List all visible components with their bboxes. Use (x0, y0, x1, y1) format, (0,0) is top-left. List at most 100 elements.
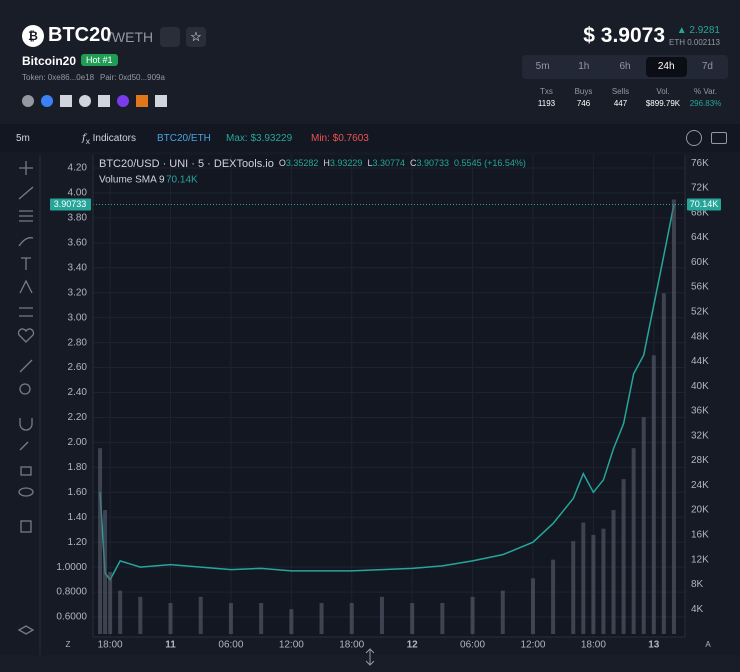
y2-tick-label: 32K (691, 430, 709, 441)
stat: Buys 746 (565, 87, 602, 108)
stat-label: Txs (540, 87, 553, 96)
stat-value: $899.79K (645, 99, 681, 108)
pair: /WETH (108, 29, 154, 45)
stats: Txs 1193 Buys 746 Sells 447 Vol. $899.79K % Var.… (528, 87, 724, 108)
y-tick-label: 2.20 (68, 412, 88, 423)
interval-button[interactable]: 5m (16, 133, 30, 144)
y-tick-label: 0.8000 (56, 587, 87, 598)
indicators-button[interactable]: fx Indicators (82, 133, 137, 146)
ohlc-value: 3.30774 (372, 158, 405, 168)
stat-label: Buys (574, 87, 593, 96)
volume-bar (228, 603, 233, 634)
volume-value: 70.14K (166, 175, 198, 186)
stat: Vol. $899.79K (639, 87, 687, 108)
y-tick-label: 3.40 (68, 262, 88, 273)
resize-handle[interactable] (365, 648, 375, 666)
pair-address[interactable]: Pair: 0xd50...909a (100, 73, 165, 82)
drawing-tools[interactable] (17, 161, 35, 635)
volume-label: Volume SMA 9 (99, 175, 165, 186)
y-tick-label: 2.40 (68, 387, 88, 398)
link-icon[interactable] (136, 95, 148, 107)
last-price-tag (50, 198, 91, 211)
x-tick-label: 18:00 (339, 640, 364, 651)
last-volume-tag (687, 198, 721, 211)
ohlc-key: O (279, 158, 286, 168)
last-price-label: 3.90733 (54, 199, 87, 209)
timeframe-tab[interactable]: 6h (619, 61, 631, 72)
timeframe-tab[interactable]: 5m (535, 61, 550, 72)
volume-bar (631, 448, 636, 634)
stat-value: 447 (613, 99, 628, 108)
x-tick-label: 12:00 (520, 640, 545, 651)
stat-value: 1193 (537, 99, 556, 108)
y-tick-label: 1.20 (68, 537, 88, 548)
ohlc-value: 3.90733 (417, 158, 450, 168)
volume-bar (621, 479, 626, 634)
last-volume-label: 70.14K (690, 199, 719, 209)
search-button[interactable] (160, 27, 180, 47)
x-tick-label: 06:00 (218, 640, 243, 651)
link-icon[interactable] (60, 95, 72, 107)
stat-label: Vol. (656, 87, 670, 96)
volume-bar (651, 355, 656, 634)
pair-button[interactable]: BTC20/ETH (157, 133, 211, 144)
y2-tick-label: 40K (691, 381, 709, 392)
y2-tick-label: 20K (691, 505, 709, 516)
screenshot-button[interactable] (711, 132, 727, 144)
token-name: Bitcoin20 (22, 54, 77, 68)
y-tick-label: 1.60 (68, 487, 88, 498)
x-tick-label: 06:00 (460, 640, 485, 651)
stat: Txs 1193 (528, 87, 565, 108)
link-icon[interactable] (22, 95, 34, 107)
timeframe-tab[interactable]: 24h (645, 57, 687, 77)
stat: Sells 447 (602, 87, 639, 108)
volume-bar (138, 596, 143, 634)
volume-bar (118, 590, 123, 634)
volume-bar (108, 572, 113, 634)
y-tick-label: 1.0000 (56, 562, 87, 573)
y-tick-label: 2.00 (68, 437, 88, 448)
y2-tick-label: 28K (691, 455, 709, 466)
link-icon[interactable] (155, 95, 167, 107)
volume-bar (641, 417, 646, 634)
favorite-button[interactable]: ☆ (186, 27, 206, 47)
link-icon[interactable] (98, 95, 110, 107)
stat-value: 296.83% (689, 99, 722, 108)
social-links (22, 95, 167, 107)
token-address[interactable]: Token: 0xe86...0e18 (22, 73, 95, 82)
y2-tick-label: 4K (691, 604, 704, 615)
volume-bar (198, 596, 203, 634)
y2-tick-label: 48K (691, 331, 709, 342)
ohlc-key: H (323, 158, 330, 168)
link-icon[interactable] (117, 95, 129, 107)
volume-bar (410, 603, 415, 634)
volume-bar (671, 199, 676, 634)
link-icon[interactable] (79, 95, 91, 107)
hot-badge: Hot #1 (81, 54, 118, 66)
legend-title: BTC20/USD · UNI · 5 · DEXTools.io (99, 158, 274, 170)
y-tick-label: 3.20 (68, 287, 88, 298)
ohlc-value: 3.93229 (330, 158, 363, 168)
price-line (99, 204, 675, 581)
timeframe-tabs: 5m 1h 6h 24h 7d (522, 55, 728, 79)
timeframe-tab[interactable]: 7d (701, 61, 713, 72)
y2-tick-label: 44K (691, 356, 709, 367)
price-change: ▲ 2.9281 (676, 25, 720, 36)
ohlc-key: C (410, 158, 417, 168)
settings-button[interactable] (686, 130, 702, 146)
legend: BTC20/USD · UNI · 5 · DEXTools.io O3.3528… (99, 158, 526, 170)
y2-tick-label: 64K (691, 232, 709, 243)
volume-bar (440, 603, 445, 634)
y-tick-label: 2.80 (68, 337, 88, 348)
link-icon[interactable] (41, 95, 53, 107)
volume-bar (470, 596, 475, 634)
svg-text:₿: ₿ (28, 29, 38, 43)
y2-tick-label: 36K (691, 406, 709, 417)
timeframe-tab[interactable]: 1h (578, 61, 590, 72)
y-tick-label: 3.80 (68, 213, 88, 224)
y2-tick-label: 56K (691, 282, 709, 293)
volume-bar (349, 603, 354, 634)
y-tick-label: 4.20 (68, 163, 88, 174)
